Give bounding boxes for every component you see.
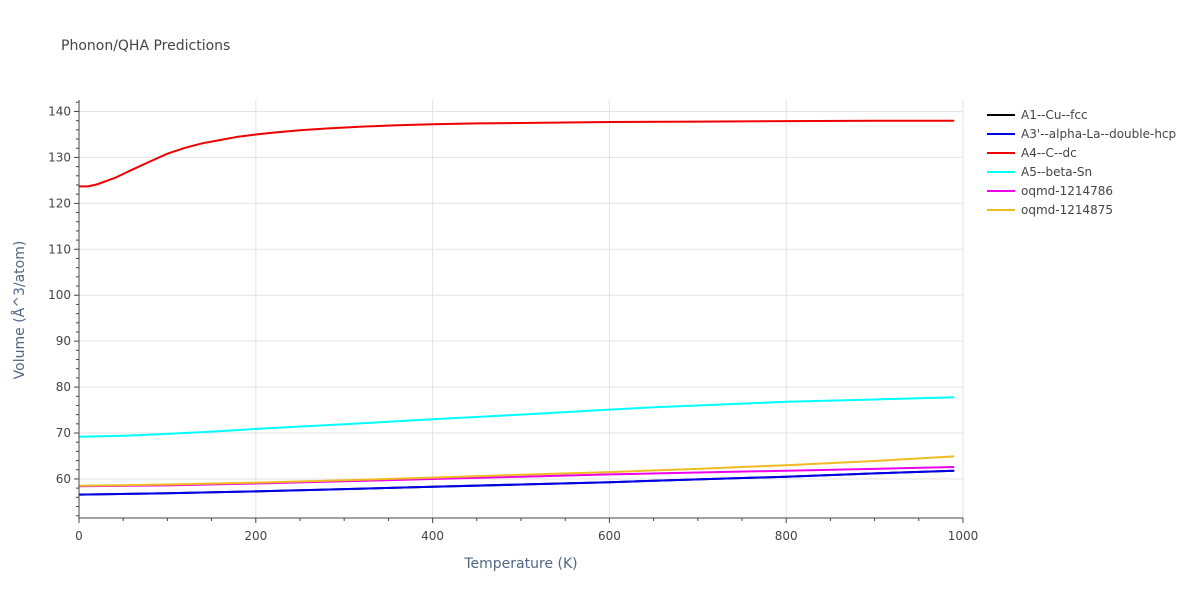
y-tick-label: 140 xyxy=(48,104,71,118)
series-line-6 xyxy=(78,455,955,487)
y-tick-label: 90 xyxy=(56,334,71,348)
legend: A1--Cu--fcc A3'--alpha-La--double-hcp A4--… xyxy=(987,108,1176,217)
series-line-2 xyxy=(78,469,955,496)
x-tick-label: 0 xyxy=(75,529,83,543)
y-axis-title: Volume (Å^3/atom) xyxy=(11,241,28,380)
x-tick-label: 800 xyxy=(775,529,798,543)
x-tick-label: 600 xyxy=(598,529,621,543)
tick-labels: 0 200 400 600 800 1000 60 70 80 90 100 110 120 130 140 xyxy=(48,104,978,543)
y-tick-label: 100 xyxy=(48,288,71,302)
legend-label-1[interactable]: A1--Cu--fcc xyxy=(1021,108,1088,122)
x-tick-label: 200 xyxy=(244,529,267,543)
series-line-4 xyxy=(78,396,955,438)
chart-title: Phonon/QHA Predictions xyxy=(61,38,230,54)
x-tick-label: 400 xyxy=(421,529,444,543)
x-axis-title: Temperature (K) xyxy=(463,556,577,572)
y-tick-label: 80 xyxy=(56,380,71,394)
axes xyxy=(74,100,964,523)
legend-label-2[interactable]: A3'--alpha-La--double-hcp xyxy=(1021,127,1176,141)
series-line-3 xyxy=(79,119,955,188)
legend-label-3[interactable]: A4--C--dc xyxy=(1021,146,1077,160)
legend-label-6[interactable]: oqmd-1214875 xyxy=(1021,203,1113,217)
y-tick-label: 120 xyxy=(48,196,71,210)
y-tick-label: 130 xyxy=(48,150,71,164)
legend-label-5[interactable]: oqmd-1214786 xyxy=(1021,184,1113,198)
x-tick-label: 1000 xyxy=(948,529,979,543)
grid xyxy=(79,100,964,518)
series-lines xyxy=(78,119,955,496)
y-tick-label: 60 xyxy=(56,472,71,486)
y-tick-label: 70 xyxy=(56,426,71,440)
legend-label-4[interactable]: A5--beta-Sn xyxy=(1021,165,1092,179)
y-tick-label: 110 xyxy=(48,242,71,256)
